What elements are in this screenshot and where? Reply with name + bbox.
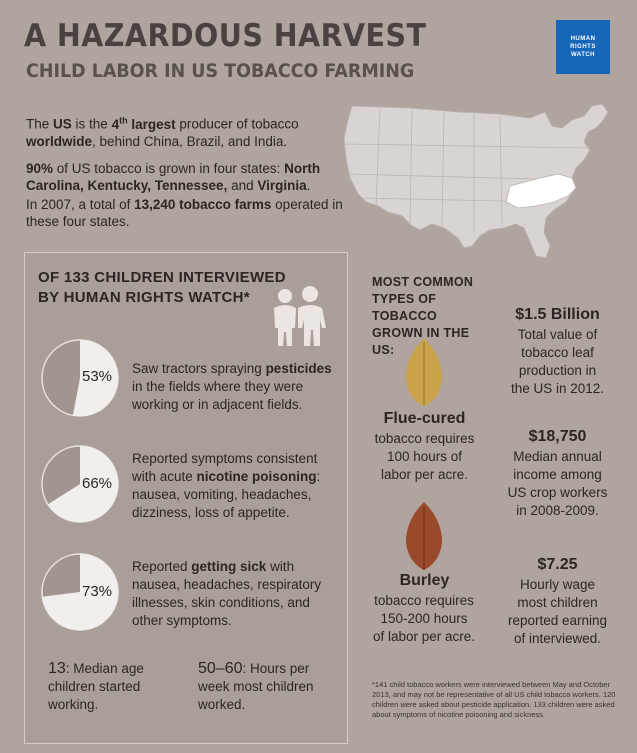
stat-text-nicotine: Reported symptoms consistent with acute … xyxy=(132,451,321,520)
fact-value: $7.25 xyxy=(537,556,578,573)
fact-desc: Median annual income among US crop workers… xyxy=(507,449,608,518)
intro-paragraph-3: In 2007, a total of 13,240 tobacco farms… xyxy=(26,197,343,229)
fact-value: $1.5 Billion xyxy=(515,306,600,323)
intro-paragraph-1: The US is the 4th largest producer of to… xyxy=(26,115,299,149)
intro-paragraph-2: 90% of US tobacco is grown in four state… xyxy=(26,161,321,193)
pie-chart-sick xyxy=(41,553,119,631)
burley-desc: tobacco requires 150-200 hours of labor … xyxy=(372,593,476,644)
flue-cured-name: Flue-cured xyxy=(383,410,466,427)
median-age-stat: 13: Median age children started working. xyxy=(48,660,144,712)
pie-percent-label: 73% xyxy=(82,583,113,600)
highlighted-states xyxy=(505,173,577,209)
panel-title: OF 133 CHILDREN INTERVIEWED BY HUMAN RIG… xyxy=(38,269,286,306)
fact-desc: Total value of tobacco leaf production in t… xyxy=(510,327,605,396)
tobacco-types-title: MOST COMMON TYPES OF TOBACCO GROWN IN TH… xyxy=(372,275,474,357)
stat-text-pesticides: Saw tractors spraying pesticides in the … xyxy=(132,361,332,412)
flue-cured-desc: tobacco requires 100 hours of labor per … xyxy=(374,431,475,482)
logo-line: HUMAN xyxy=(570,36,596,42)
pie-chart-pesticides xyxy=(41,339,119,417)
hrw-logo: HUMAN RIGHTS WATCH xyxy=(556,20,610,74)
logo-line: WATCH xyxy=(570,52,596,58)
fact-desc: Hourly wage most children reported earning… xyxy=(507,577,608,646)
stat-text-sick: Reported getting sick with nausea, heada… xyxy=(132,559,322,628)
fact-value: $18,750 xyxy=(528,428,587,445)
burley-leaf-icon xyxy=(406,502,442,570)
footnote: *141 child tobacco workers were intervie… xyxy=(372,680,616,719)
pie-percent-label: 66% xyxy=(82,475,113,492)
page-subtitle: CHILD LABOR IN US TOBACCO FARMING xyxy=(26,60,415,82)
pie-percent-label: 53% xyxy=(82,368,113,385)
hours-stat: 50–60: Hours per week most children work… xyxy=(198,660,314,712)
flue-cured-leaf-icon xyxy=(406,338,442,406)
logo-line: RIGHTS xyxy=(570,44,596,50)
burley-name: Burley xyxy=(399,572,450,589)
us-map xyxy=(343,103,609,259)
pie-chart-nicotine xyxy=(41,445,119,523)
page-title: A HAZARDOUS HARVEST xyxy=(24,18,427,54)
children-silhouette-icon xyxy=(274,286,326,346)
